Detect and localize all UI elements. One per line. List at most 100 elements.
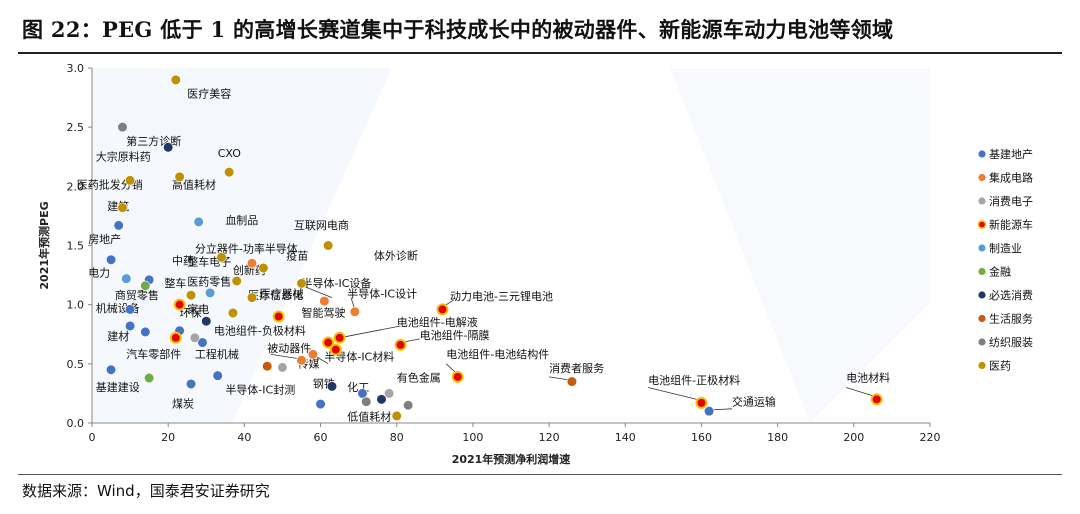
data-point xyxy=(185,378,197,390)
figure-title: 图 22：PEG 低于 1 的高增长赛道集中于科技成长中的被动器件、新能源车动力… xyxy=(22,17,894,42)
point-label: 电池材料 xyxy=(846,371,890,385)
data-point xyxy=(323,240,334,251)
data-point xyxy=(204,287,216,298)
data-point xyxy=(105,364,117,375)
data-point xyxy=(703,406,715,417)
legend-marker xyxy=(978,267,986,276)
x-tick-label: 60 xyxy=(314,431,328,444)
point-label: 交通运输 xyxy=(732,394,776,408)
data-point xyxy=(193,216,204,227)
data-point xyxy=(224,167,235,178)
leader-line xyxy=(648,387,702,401)
point-label: 半导体-IC封测 xyxy=(225,382,295,396)
data-point xyxy=(695,396,708,409)
point-label: CXO xyxy=(218,147,242,160)
x-tick-label: 200 xyxy=(843,431,864,444)
chart-axes: 0.0 0.5 1.0 1.5 2.0 2.5 3.0 0 20 40 60 80 100 120 140 1… xyxy=(37,62,941,466)
data-point xyxy=(105,254,117,265)
point-label: 电池组件-负极材料 xyxy=(214,323,306,337)
data-point xyxy=(140,280,151,291)
point-label: 智能驾驶 xyxy=(302,306,346,320)
points-layer xyxy=(105,74,883,422)
data-point xyxy=(357,388,368,399)
data-point xyxy=(117,202,128,213)
point-label: 汽车零部件 xyxy=(126,347,181,361)
bg-band xyxy=(92,68,392,423)
point-label: 电池组件-电池结构件 xyxy=(446,347,549,361)
data-point xyxy=(322,336,335,349)
point-label: 高值耗材 xyxy=(172,178,216,192)
data-point xyxy=(870,393,883,406)
x-tick-label: 220 xyxy=(920,431,941,444)
data-point xyxy=(189,332,200,343)
point-label: 环保 xyxy=(180,306,202,320)
y-tick-label: 3.0 xyxy=(67,62,85,75)
scatter-chart: 0.0 0.5 1.0 1.5 2.0 2.5 3.0 0 20 40 60 80 100 120 140 1… xyxy=(37,62,1033,466)
x-tick-label: 120 xyxy=(539,431,560,444)
point-label: 低值耗材 xyxy=(347,410,391,424)
data-point xyxy=(227,307,239,319)
data-point xyxy=(173,298,186,311)
point-label: 煤炭 xyxy=(172,398,194,411)
point-label: 医疗美容 xyxy=(187,87,231,101)
point-label: 医疗器械 xyxy=(260,287,304,301)
point-label: 建材 xyxy=(107,329,129,343)
legend-marker xyxy=(978,361,986,370)
point-label: 创新药 xyxy=(233,263,266,277)
point-label: 医药零售 xyxy=(187,275,231,289)
source-note: 数据来源：Wind，国泰君安证券研究 xyxy=(22,482,270,500)
legend-marker xyxy=(978,150,986,158)
point-label: 电池组件-正极材料 xyxy=(648,373,740,387)
figure-title-bar: 图 22：PEG 低于 1 的高增长赛道集中于科技成长中的被动器件、新能源车动力… xyxy=(18,8,1062,54)
legend-marker xyxy=(978,173,986,182)
x-tick-label: 0 xyxy=(89,431,96,444)
y-tick-label: 1.0 xyxy=(67,299,85,312)
x-tick-label: 180 xyxy=(767,431,788,444)
y-tick-label: 0.5 xyxy=(67,358,85,371)
data-point xyxy=(361,396,372,407)
point-label: 有色金属 xyxy=(397,371,441,385)
point-label: 房地产 xyxy=(88,232,121,246)
point-label: 电池组件-电解液 xyxy=(397,315,478,329)
data-point xyxy=(566,376,578,387)
data-point xyxy=(262,361,273,372)
data-point xyxy=(144,372,155,384)
data-point xyxy=(403,400,414,411)
point-label: 疫苗 xyxy=(286,249,308,263)
data-point xyxy=(329,343,342,356)
chart-background xyxy=(92,68,930,423)
legend-label: 消费电子 xyxy=(989,194,1033,208)
data-point xyxy=(326,381,338,392)
point-label: 中药 xyxy=(172,254,194,267)
x-tick-label: 160 xyxy=(691,431,712,444)
point-label: 动力电池-三元锂电池 xyxy=(450,289,553,303)
data-point xyxy=(113,220,124,231)
data-point xyxy=(124,320,136,332)
data-point xyxy=(296,278,307,289)
legend-label: 金融 xyxy=(989,265,1011,279)
point-label: 电池组件-隔膜 xyxy=(420,328,490,342)
legend-label: 必选消费 xyxy=(989,288,1033,302)
x-tick-label: 20 xyxy=(161,431,175,444)
point-label: 分立器件-功率半导体 xyxy=(195,242,298,256)
leader-line xyxy=(270,353,302,360)
data-point xyxy=(170,74,181,85)
point-label: 家电 xyxy=(187,302,209,316)
source-rule xyxy=(18,474,1062,475)
legend-label: 基建地产 xyxy=(989,147,1033,161)
data-point xyxy=(391,410,402,422)
data-point xyxy=(376,394,387,405)
data-point xyxy=(197,337,208,348)
data-point xyxy=(140,326,151,337)
legend-label: 纺织服装 xyxy=(989,335,1033,349)
legend-label: 制造业 xyxy=(989,241,1022,255)
x-tick-label: 100 xyxy=(462,431,483,444)
point-label: 工程机械 xyxy=(195,347,239,361)
data-point xyxy=(333,331,346,344)
data-point xyxy=(201,316,212,327)
leader-line xyxy=(846,387,877,398)
data-point xyxy=(163,142,174,153)
x-tick-label: 40 xyxy=(237,431,251,444)
data-point xyxy=(319,296,330,307)
